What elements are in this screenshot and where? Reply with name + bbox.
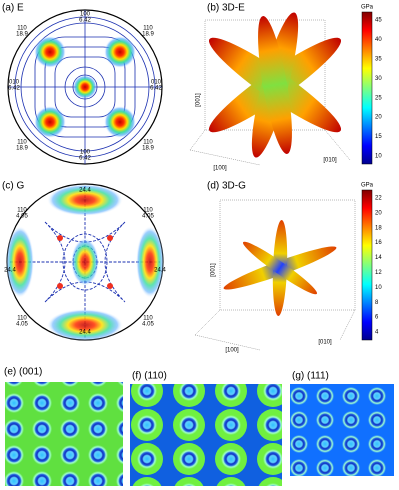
colorbar-unit: GPa bbox=[361, 5, 374, 11]
colorbar-tick: 6 bbox=[375, 315, 379, 321]
axis-label: [100] bbox=[225, 348, 239, 354]
direction-label: 6.42 bbox=[150, 86, 162, 92]
colorbar-tick: 30 bbox=[375, 76, 382, 82]
panel-label: (g) (111) bbox=[292, 371, 329, 382]
direction-label: 110 bbox=[17, 140, 27, 146]
direction-label: 110 bbox=[143, 208, 153, 214]
panel-label: (a) E bbox=[2, 3, 24, 14]
direction-label: 18.9 bbox=[142, 32, 154, 38]
colorbar bbox=[361, 11, 373, 165]
colorbar-tick: 10 bbox=[375, 154, 382, 160]
direction-label: 110 bbox=[143, 140, 153, 146]
direction-label: 010 bbox=[151, 80, 162, 86]
axis-label: [100] bbox=[213, 166, 227, 172]
panel-label: (e) (001) bbox=[4, 367, 42, 378]
direction-label: 4.05 bbox=[16, 322, 28, 328]
colorbar-tick: 22 bbox=[375, 196, 382, 202]
direction-label: 18.9 bbox=[142, 146, 154, 152]
direction-label: 100 bbox=[80, 12, 91, 18]
colorbar-tick: 15 bbox=[375, 134, 382, 140]
direction-label: 4.05 bbox=[16, 214, 28, 220]
colorbar-tick: 10 bbox=[375, 285, 382, 291]
direction-label: 24.4 bbox=[79, 188, 91, 194]
direction-label: 110 bbox=[17, 316, 27, 322]
panel-b: (b) 3D-E bbox=[189, 3, 373, 166]
direction-label: 4.05 bbox=[142, 214, 154, 220]
map-g bbox=[290, 384, 394, 476]
direction-label: 010 bbox=[9, 80, 20, 86]
panel-label: (c) G bbox=[2, 181, 24, 192]
direction-label: 24.4 bbox=[79, 330, 91, 336]
colorbar-tick: 8 bbox=[375, 300, 379, 306]
colorbar-tick: 18 bbox=[375, 225, 382, 231]
colorbar-unit: GPa bbox=[361, 183, 374, 189]
direction-label: 6.42 bbox=[79, 18, 91, 24]
colorbar-tick: 14 bbox=[375, 255, 382, 261]
panel-d: (d) 3D-G bbox=[194, 181, 373, 351]
panel-label: (b) 3D-E bbox=[207, 3, 245, 14]
direction-label: 18.9 bbox=[16, 146, 28, 152]
direction-label: 6.42 bbox=[79, 156, 91, 162]
map-e bbox=[5, 382, 123, 486]
direction-label: 4.05 bbox=[142, 322, 154, 328]
direction-label: 6.42 bbox=[8, 86, 20, 92]
direction-label: 24.4 bbox=[154, 268, 166, 274]
direction-label: 110 bbox=[143, 316, 153, 322]
direction-label: 110 bbox=[143, 26, 153, 32]
axis-label: [001] bbox=[211, 263, 217, 277]
colorbar-tick: 35 bbox=[375, 56, 382, 62]
panel-c: (c) G bbox=[2, 181, 164, 341]
direction-label: 110 bbox=[17, 26, 27, 32]
map-f bbox=[130, 384, 282, 486]
panel-label: (d) 3D-G bbox=[207, 181, 246, 192]
panel-label: (f) (110) bbox=[132, 371, 167, 382]
colorbar-tick: 16 bbox=[375, 240, 382, 246]
axis-label: [010] bbox=[318, 340, 332, 346]
colorbar-tick: 20 bbox=[375, 115, 382, 121]
direction-label: 110 bbox=[17, 208, 27, 214]
axis-label: [010] bbox=[323, 158, 337, 164]
panel-a: (a) E bbox=[2, 3, 163, 165]
colorbar-tick: 40 bbox=[375, 37, 382, 43]
direction-label: 18.9 bbox=[16, 32, 28, 38]
axis-label: [001] bbox=[196, 93, 202, 107]
colorbar bbox=[361, 189, 373, 341]
colorbar-tick: 4 bbox=[375, 330, 379, 336]
direction-label: 24.4 bbox=[4, 268, 16, 274]
direction-label: 100 bbox=[80, 150, 91, 156]
colorbar-tick: 20 bbox=[375, 210, 382, 216]
colorbar-tick: 45 bbox=[375, 18, 382, 24]
colorbar-tick: 12 bbox=[375, 270, 382, 276]
colorbar-tick: 25 bbox=[375, 95, 382, 101]
